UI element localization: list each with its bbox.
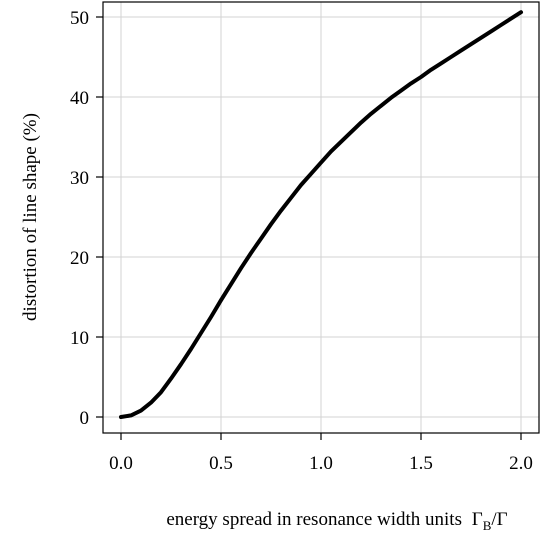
x-tick-label: 1.5: [409, 453, 433, 474]
y-axis: 0 10 20 30 40 50: [70, 8, 103, 429]
y-tick-label: 20: [70, 248, 89, 269]
x-axis-title: energy spread in resonance width units Γ…: [166, 509, 507, 533]
x-axis-title-slash: /: [491, 509, 497, 530]
series: [119, 10, 523, 419]
x-axis-title-subscript: B: [483, 518, 492, 533]
grid: [103, 2, 539, 433]
y-tick-label: 0: [80, 408, 90, 429]
y-tick-label: 40: [70, 88, 89, 109]
x-axis: 0.0 0.5 1.0 1.5 2.0: [109, 433, 533, 474]
x-axis-title-symbol: Γ: [472, 509, 483, 530]
x-tick-label: 2.0: [509, 453, 533, 474]
y-tick-label: 10: [70, 328, 89, 349]
x-axis-title-denominator: Γ: [497, 509, 508, 530]
y-tick-label: 50: [70, 8, 89, 29]
x-tick-label: 1.0: [309, 453, 333, 474]
x-axis-title-text: energy spread in resonance width units: [166, 509, 462, 530]
y-axis-title: distortion of line shape (%): [20, 113, 41, 321]
x-tick-label: 0.0: [109, 453, 133, 474]
series-line: [119, 10, 523, 419]
x-tick-label: 0.5: [209, 453, 233, 474]
y-tick-label: 30: [70, 168, 89, 189]
